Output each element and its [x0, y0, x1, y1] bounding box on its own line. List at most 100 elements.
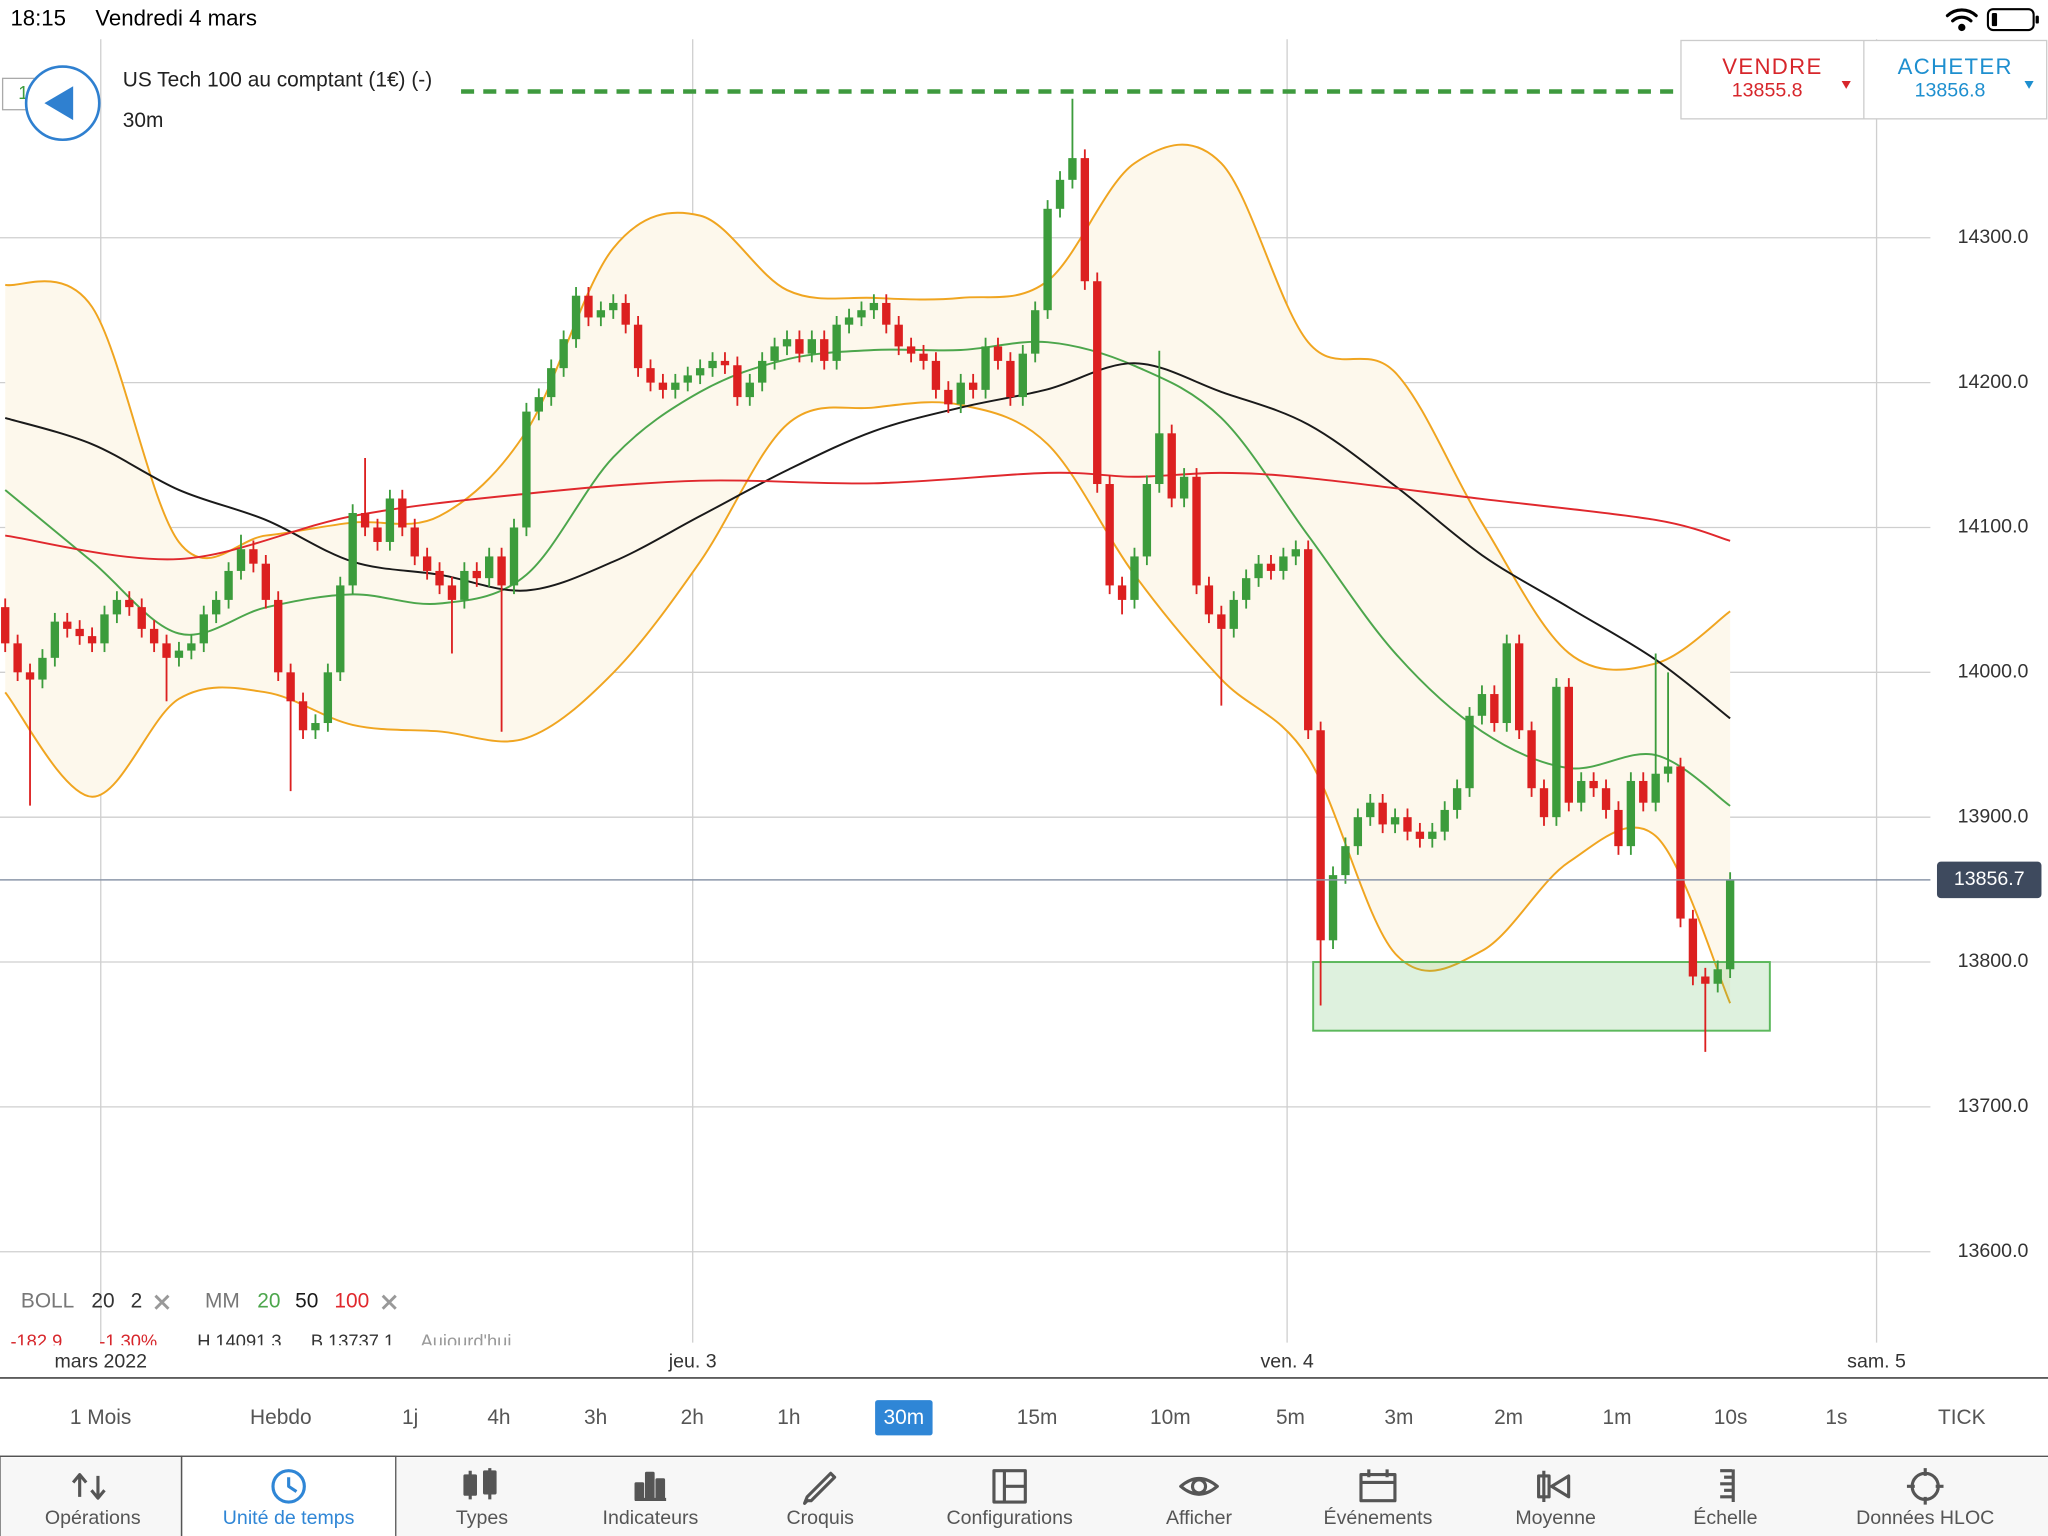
toolbar-icon[interactable] [1537, 1470, 1571, 1503]
timeframe-option[interactable]: Hebdo [250, 1406, 312, 1429]
toolbar-icon[interactable] [634, 1471, 667, 1501]
candle-body [807, 339, 817, 354]
toolbar-item[interactable]: Indicateurs [603, 1471, 699, 1529]
timeframe-option[interactable]: 3h [584, 1406, 607, 1429]
sell-button[interactable]: VENDRE 13855.8 [1722, 54, 1851, 102]
back-arrow[interactable] [44, 86, 74, 121]
toolbar-item[interactable]: Configurations [947, 1469, 1073, 1529]
toolbar-label[interactable]: Croquis [787, 1507, 855, 1529]
timeframe-label[interactable]: Hebdo [250, 1406, 312, 1429]
toolbar-item[interactable]: Moyenne [1515, 1470, 1596, 1529]
close-icon-stroke[interactable] [154, 1294, 170, 1310]
timeframe-label[interactable]: 3m [1384, 1406, 1413, 1429]
candle-body [708, 360, 717, 369]
toolbar-item[interactable]: Unité de temps [223, 1469, 355, 1529]
timeframe-label[interactable]: TICK [1938, 1406, 1986, 1429]
toolbar-item[interactable]: Types [456, 1468, 508, 1529]
toolbar-item[interactable]: Données HLOC [1856, 1468, 1994, 1529]
timeframe-selected[interactable] [875, 1400, 933, 1436]
remove-bollinger[interactable] [154, 1294, 170, 1310]
timeframe-option[interactable]: 1 Mois [70, 1406, 131, 1429]
candle-body [1328, 875, 1338, 941]
candle-body [298, 701, 308, 731]
toolbar-icon[interactable] [71, 1473, 106, 1500]
sell-label[interactable]: VENDRE [1722, 54, 1822, 79]
timeframe-option[interactable]: 1m [1602, 1406, 1631, 1429]
toolbar-label[interactable]: Opérations [45, 1507, 141, 1529]
toolbar-label[interactable]: Événements [1324, 1506, 1433, 1529]
toolbar-label[interactable]: Échelle [1693, 1506, 1757, 1529]
toolbar-icon[interactable] [1359, 1469, 1397, 1503]
y-tick-label: 13900.0 [1958, 805, 2029, 827]
timeframe-option[interactable]: TICK [1938, 1406, 1986, 1429]
candle-body [919, 353, 928, 361]
candle-body [211, 599, 221, 615]
buy-caret[interactable] [2024, 80, 2034, 89]
candle-body [882, 302, 891, 325]
timeframe-label[interactable]: 1 Mois [70, 1406, 131, 1429]
toolbar-icon[interactable] [803, 1471, 837, 1505]
timeframe-option[interactable]: 1h [777, 1406, 800, 1429]
timeframe-option[interactable]: 1j [402, 1406, 418, 1429]
toolbar-item[interactable]: Événements [1324, 1469, 1433, 1529]
toolbar-label[interactable]: Types [456, 1507, 508, 1529]
toolbar-item[interactable]: Afficher [1166, 1476, 1233, 1530]
candle-body [1279, 556, 1288, 571]
timeframe-option[interactable]: 5m [1276, 1406, 1305, 1429]
candle-body [447, 585, 457, 600]
toolbar-icon[interactable] [1906, 1468, 1944, 1505]
close-icon-stroke[interactable] [381, 1294, 397, 1310]
toolbar-icon[interactable] [1179, 1476, 1219, 1496]
toolbar-icon[interactable] [992, 1469, 1027, 1504]
toolbar-label[interactable]: Indicateurs [603, 1507, 699, 1529]
timeframe-label[interactable]: 1h [777, 1406, 800, 1429]
toolbar-label[interactable]: Données HLOC [1856, 1507, 1994, 1529]
candle-body [894, 324, 903, 347]
timeframe-label[interactable]: 2h [681, 1406, 704, 1429]
timeframe-label[interactable]: 30m [884, 1406, 925, 1429]
timeframe-label[interactable]: 4h [487, 1406, 510, 1429]
timeframe-option[interactable]: 10m [1150, 1406, 1191, 1429]
toolbar-label[interactable]: Unité de temps [223, 1507, 355, 1529]
toolbar-icon[interactable] [463, 1468, 497, 1500]
timeframe-label[interactable]: 2m [1494, 1406, 1523, 1429]
candle-body [261, 563, 270, 600]
candle-body [100, 614, 109, 644]
buy-price[interactable]: 13856.8 [1915, 80, 1986, 102]
toolbar-icon[interactable] [271, 1469, 306, 1504]
toolbar-label[interactable]: Configurations [947, 1507, 1073, 1529]
toolbar-item[interactable]: Opérations [45, 1473, 141, 1530]
timeframe-label[interactable]: 10s [1714, 1406, 1748, 1429]
sell-price[interactable]: 13855.8 [1732, 80, 1803, 102]
candle-body [1093, 281, 1102, 485]
timeframe-label[interactable]: 3h [584, 1406, 607, 1429]
candle-body [1142, 484, 1152, 557]
timeframe-option[interactable]: 2m [1494, 1406, 1523, 1429]
y-tick-label: 13800.0 [1958, 950, 2029, 972]
candle-body [782, 339, 792, 347]
timeframe-option[interactable]: 4h [487, 1406, 510, 1429]
timeframe-label[interactable]: 15m [1017, 1406, 1058, 1429]
timeframe-label[interactable]: 1m [1602, 1406, 1631, 1429]
timeframe-label[interactable]: 1s [1825, 1406, 1847, 1429]
candle-body [1688, 918, 1698, 977]
timeframe-option[interactable]: 3m [1384, 1406, 1413, 1429]
timeframe-option[interactable]: 2h [681, 1406, 704, 1429]
toolbar-label[interactable]: Afficher [1166, 1507, 1232, 1529]
toolbar-item[interactable]: Croquis [787, 1471, 855, 1529]
back-button[interactable] [24, 65, 101, 142]
timeframe-option[interactable]: 15m [1017, 1406, 1058, 1429]
buy-button[interactable]: ACHETER 13856.8 [1898, 54, 2034, 102]
timeframe-label[interactable]: 10m [1150, 1406, 1191, 1429]
sell-caret[interactable] [1841, 80, 1851, 89]
timeframe-option[interactable]: 1s [1825, 1406, 1847, 1429]
buy-label[interactable]: ACHETER [1898, 54, 2013, 79]
toolbar-icon[interactable] [1720, 1469, 1735, 1503]
toolbar-item[interactable]: Échelle [1693, 1469, 1758, 1529]
timeframe-option[interactable]: 10s [1714, 1406, 1748, 1429]
toolbar-label[interactable]: Moyenne [1515, 1507, 1596, 1529]
timeframe-option[interactable]: 30m [875, 1400, 933, 1436]
timeframe-label[interactable]: 5m [1276, 1406, 1305, 1429]
remove-moving-averages[interactable] [381, 1294, 397, 1310]
timeframe-label[interactable]: 1j [402, 1406, 418, 1429]
